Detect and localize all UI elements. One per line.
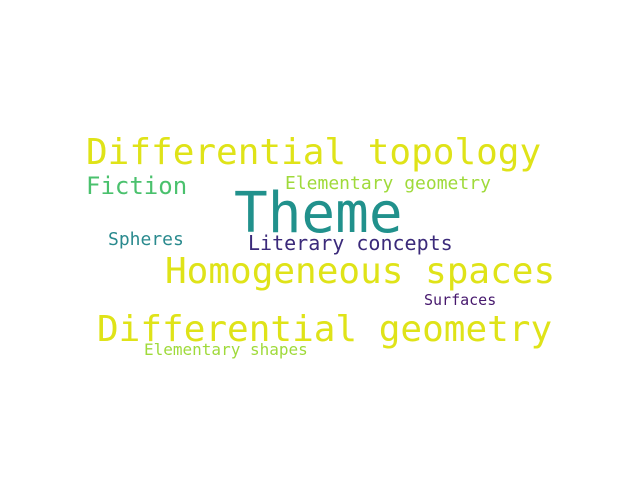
word-homogeneous-spaces: Homogeneous spaces [165,251,556,292]
word-differential-topology: Differential topology [86,132,542,173]
word-differential-geometry: Differential geometry [97,309,553,350]
word-elementary-shapes: Elementary shapes [144,340,308,359]
word-elementary-geometry: Elementary geometry [285,173,491,194]
word-spheres: Spheres [108,229,184,250]
word-surfaces: Surfaces [424,291,497,309]
word-literary-concepts: Literary concepts [248,231,453,255]
word-theme: Theme [234,181,403,246]
word-fiction: Fiction [86,172,188,200]
